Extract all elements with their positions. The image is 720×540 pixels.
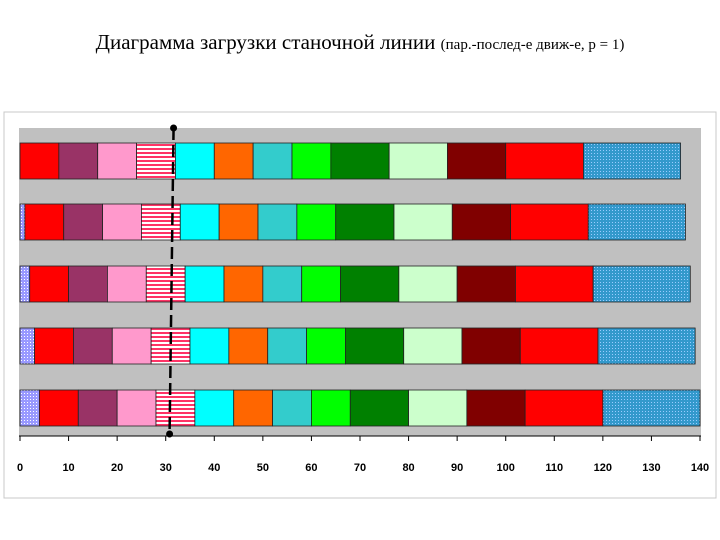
bar-segment-r2-s12: [451, 203, 511, 241]
bar-segment-r1-s4: [136, 142, 176, 180]
bar-segment-r4-s7: [228, 327, 269, 365]
bar-segment-r1-s3: [97, 142, 137, 180]
bar-segment-r3-s10: [340, 265, 400, 303]
bar-segment-r4-s2: [34, 327, 74, 365]
bar-segment-r5-s14: [602, 389, 701, 427]
x-tick-label-0: 0: [17, 462, 23, 474]
bar-segment-r1-s11: [447, 142, 507, 180]
bar-segment-r1-s5: [175, 142, 215, 180]
x-tick-label-7: 70: [354, 462, 366, 474]
bar-segment-r3-s11: [398, 265, 458, 303]
bar-segment-r4-s13: [519, 327, 599, 365]
x-tick-label-12: 120: [594, 462, 612, 474]
marker-line: [168, 127, 175, 435]
x-tick-label-13: 130: [642, 462, 660, 474]
bar-segment-r2-s9: [296, 203, 337, 241]
bar-segment-r5-s7: [233, 389, 273, 427]
x-tick-label-1: 10: [62, 462, 74, 474]
bar-segment-r3-s4: [107, 265, 147, 303]
gantt-row-3: [19, 265, 691, 303]
gantt-row-4: [19, 327, 696, 365]
bar-segment-r5-s5: [155, 389, 196, 427]
chart-title: Диаграмма загрузки станочной линии (пар.…: [0, 30, 720, 55]
bar-segment-r2-s6: [179, 203, 220, 241]
chart-title-main: Диаграмма загрузки станочной линии: [95, 30, 436, 54]
gantt-row-2: [19, 203, 686, 241]
bar-segment-r4-s14: [597, 327, 696, 365]
x-tick-label-2: 20: [111, 462, 123, 474]
bar-segment-r5-s12: [466, 389, 526, 427]
x-tick-label-4: 40: [208, 462, 220, 474]
bar-segment-r5-s9: [311, 389, 351, 427]
bar-segment-r2-s8: [257, 203, 298, 241]
bar-segment-r5-s4: [116, 389, 157, 427]
x-tick-label-5: 50: [257, 462, 269, 474]
bar-segment-r2-s1: [19, 203, 26, 241]
x-tick-label-14: 140: [691, 462, 709, 474]
marker-top-dot: [170, 124, 178, 132]
bar-segment-r1-s12: [505, 142, 584, 180]
bar-segment-r2-s13: [510, 203, 589, 241]
bar-segment-r3-s8: [262, 265, 303, 303]
bar-segment-r2-s3: [63, 203, 103, 241]
bar-segment-r1-s10: [388, 142, 448, 180]
x-tick-label-10: 100: [497, 462, 515, 474]
bar-segment-r5-s3: [77, 389, 118, 427]
bar-segment-r4-s6: [189, 327, 230, 365]
bar-segment-r3-s6: [184, 265, 225, 303]
gantt-row-5: [19, 389, 701, 427]
bar-segment-r3-s2: [29, 265, 69, 303]
bar-segment-r4-s8: [267, 327, 307, 365]
current-time-marker: [166, 124, 178, 438]
bar-segment-r1-s6: [213, 142, 254, 180]
bars-layer: [19, 142, 701, 427]
bar-segment-r1-s9: [330, 142, 390, 180]
bar-segment-r1-s2: [58, 142, 99, 180]
bar-segment-r4-s11: [403, 327, 463, 365]
x-tick-label-6: 60: [305, 462, 317, 474]
bar-segment-r5-s11: [408, 389, 468, 427]
bar-segment-r4-s9: [306, 327, 346, 365]
bar-segment-r5-s6: [194, 389, 235, 427]
bar-segment-r4-s12: [461, 327, 521, 365]
bar-segment-r3-s9: [301, 265, 341, 303]
bar-segment-r4-s3: [73, 327, 113, 365]
x-tick-label-11: 110: [545, 462, 563, 474]
gantt-row-1: [19, 142, 681, 180]
bar-segment-r5-s13: [524, 389, 604, 427]
bar-segment-r3-s7: [223, 265, 264, 303]
bar-segment-r5-s2: [39, 389, 79, 427]
bar-segment-r5-s10: [349, 389, 409, 427]
chart-title-subtitle: (пар.-послед-е движ-е, р = 1): [440, 37, 625, 53]
bar-segment-r2-s2: [24, 203, 65, 241]
bar-segment-r3-s14: [592, 265, 691, 303]
bar-segment-r4-s4: [111, 327, 152, 365]
x-axis: 0 10 20 30 40 50 60 70 80 90 100 110 120 130 140: [17, 436, 709, 474]
bar-segment-r4-s1: [19, 327, 35, 365]
bar-segment-r3-s1: [19, 265, 31, 303]
bar-segment-r3-s5: [145, 265, 186, 303]
bar-segment-r1-s13: [583, 142, 681, 180]
bar-segment-r1-s7: [252, 142, 293, 180]
bar-segment-r5-s8: [272, 389, 312, 427]
x-tick-label-8: 80: [402, 462, 414, 474]
bar-segment-r2-s7: [218, 203, 259, 241]
bar-segment-r3-s3: [68, 265, 108, 303]
bar-segment-r4-s10: [345, 327, 405, 365]
bar-segment-r2-s4: [102, 203, 142, 241]
bar-segment-r3-s12: [456, 265, 516, 303]
bar-segment-r2-s14: [587, 203, 686, 241]
x-tick-label-3: 30: [160, 462, 172, 474]
marker-bottom-dot: [166, 430, 174, 438]
x-tick-label-9: 90: [451, 462, 463, 474]
bar-segment-r2-s11: [393, 203, 453, 241]
bar-segment-r1-s8: [291, 142, 332, 180]
bar-segment-r2-s5: [141, 203, 181, 241]
bar-segment-r5-s1: [19, 389, 40, 427]
bar-segment-r3-s13: [515, 265, 594, 303]
bar-segment-r1-s1: [19, 142, 60, 180]
bar-segment-r2-s10: [335, 203, 395, 241]
